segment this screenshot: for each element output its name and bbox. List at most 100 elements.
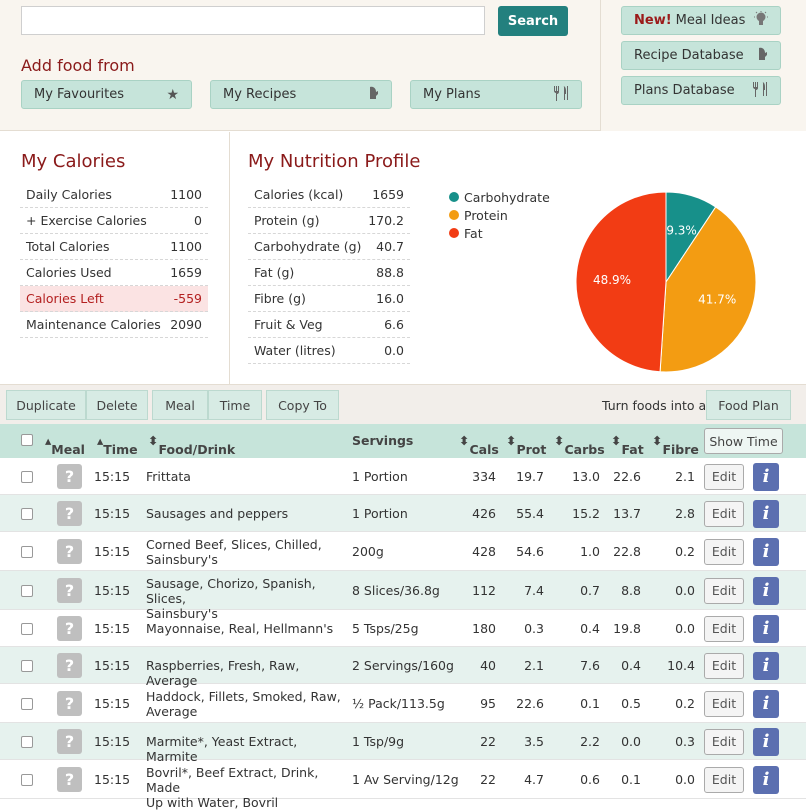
info-icon[interactable]: i (753, 651, 779, 680)
panel-divider (229, 132, 230, 384)
meal-unknown-icon[interactable]: ? (57, 539, 82, 564)
edit-button[interactable]: Edit (704, 463, 744, 490)
select-all-checkbox[interactable] (21, 434, 33, 446)
fibre-cell: 2.1 (675, 468, 695, 484)
fibre-cell: 0.0 (675, 771, 695, 787)
my-favourites-button[interactable]: My Favourites ★ (21, 80, 192, 109)
my-favourites-label: My Favourites (34, 87, 125, 102)
row-checkbox[interactable] (21, 697, 33, 710)
time-cell: 15:15 (94, 620, 131, 636)
show-time-button[interactable]: Show Time (704, 428, 783, 454)
edit-button[interactable]: Edit (704, 577, 744, 604)
time-cell: 15:15 (94, 543, 131, 559)
fibre-column-header[interactable]: ⬍ Fibre (652, 433, 699, 457)
meal-unknown-icon[interactable]: ? (57, 501, 82, 526)
star-icon: ★ (166, 86, 179, 103)
info-icon[interactable]: i (753, 576, 779, 605)
food-plan-button[interactable]: Food Plan (706, 390, 791, 420)
food-name-line: Sausage, Chorizo, Spanish, Slices, (146, 575, 316, 606)
fat-cell: 0.0 (621, 733, 641, 749)
fat-cell: 0.1 (621, 771, 641, 787)
legend-item: Carbohydrate (449, 188, 550, 206)
meal-unknown-icon[interactable]: ? (57, 578, 82, 603)
meal-unknown-icon[interactable]: ? (57, 464, 82, 489)
edit-button[interactable]: Edit (704, 690, 744, 717)
edit-button[interactable]: Edit (704, 652, 744, 679)
meal-ideas-button[interactable]: New! Meal Ideas (621, 6, 781, 35)
meal-unknown-icon[interactable]: ? (57, 729, 82, 754)
edit-button[interactable]: Edit (704, 615, 744, 642)
servings-cell: 1 Av Serving/12g (352, 771, 459, 787)
plans-database-button[interactable]: Plans Database (621, 76, 781, 105)
meal-button[interactable]: Meal (152, 390, 208, 420)
row-checkbox[interactable] (21, 584, 33, 597)
stat-value: 16.0 (376, 291, 404, 306)
meal-unknown-icon[interactable]: ? (57, 653, 82, 678)
row-checkbox[interactable] (21, 735, 33, 748)
delete-button[interactable]: Delete (86, 390, 148, 420)
legend-swatch (449, 210, 459, 220)
time-cell: 15:15 (94, 582, 131, 598)
edit-button[interactable]: Edit (704, 766, 744, 793)
cals-cell: 40 (480, 657, 496, 673)
edit-button[interactable]: Edit (704, 500, 744, 527)
chart-legend: Carbohydrate Protein Fat (449, 188, 550, 242)
oven-mitt-icon (756, 47, 768, 65)
info-icon[interactable]: i (753, 727, 779, 756)
recipe-database-button[interactable]: Recipe Database (621, 41, 781, 70)
prot-column-header[interactable]: ⬍ Prot (506, 433, 547, 457)
my-recipes-button[interactable]: My Recipes (210, 80, 392, 109)
prot-cell: 54.6 (516, 543, 544, 559)
duplicate-button[interactable]: Duplicate (6, 390, 86, 420)
stat-row: Calories (kcal) 1659 (248, 182, 410, 208)
info-icon[interactable]: i (753, 614, 779, 643)
stat-row: Calories Left -559 (20, 286, 208, 312)
row-checkbox[interactable] (21, 507, 33, 520)
time-column-header[interactable]: ▴ Time (97, 433, 138, 457)
my-plans-button[interactable]: My Plans (410, 80, 582, 109)
food-header-label: Food/Drink (158, 442, 236, 457)
meal-unknown-icon[interactable]: ? (57, 691, 82, 716)
info-icon[interactable]: i (753, 689, 779, 718)
search-input[interactable] (21, 6, 485, 35)
legend-swatch (449, 192, 459, 202)
cals-cell: 22 (480, 733, 496, 749)
cals-cell: 112 (472, 582, 496, 598)
row-checkbox[interactable] (21, 470, 33, 483)
info-icon[interactable]: i (753, 765, 779, 794)
info-icon[interactable]: i (753, 499, 779, 528)
info-icon[interactable]: i (753, 537, 779, 566)
fibre-cell: 0.3 (675, 733, 695, 749)
row-checkbox[interactable] (21, 773, 33, 786)
food-cell: Bovril*, Beef Extract, Drink, Made Up wit… (146, 765, 346, 810)
prot-cell: 4.7 (524, 771, 544, 787)
meal-header-label: Meal (51, 442, 85, 457)
search-button[interactable]: Search (498, 6, 568, 36)
meal-unknown-icon[interactable]: ? (57, 616, 82, 641)
table-row: ? 15:15 Marmite*, Yeast Extract, Marmite 1 … (0, 723, 806, 764)
stat-label: Calories Left (26, 291, 104, 306)
row-checkbox[interactable] (21, 545, 33, 558)
edit-button[interactable]: Edit (704, 728, 744, 755)
copy-to-button[interactable]: Copy To (266, 390, 339, 420)
info-icon[interactable]: i (753, 462, 779, 491)
table-row: ? 15:15 Corned Beef, Slices, Chilled, Sains… (0, 532, 806, 571)
stat-value: 170.2 (368, 213, 404, 228)
meal-column-header[interactable]: ▴ Meal (45, 433, 85, 457)
row-checkbox[interactable] (21, 659, 33, 672)
add-food-label: Add food from (21, 56, 135, 75)
cals-cell: 95 (480, 695, 496, 711)
fat-column-header[interactable]: ⬍ Fat (611, 433, 644, 457)
prot-cell: 22.6 (516, 695, 544, 711)
food-name-line: Haddock, Fillets, Smoked, Raw, (146, 688, 341, 704)
cals-column-header[interactable]: ⬍ Cals (459, 433, 499, 457)
edit-button[interactable]: Edit (704, 538, 744, 565)
meal-unknown-icon[interactable]: ? (57, 767, 82, 792)
row-checkbox[interactable] (21, 622, 33, 635)
carbs-column-header[interactable]: ⬍ Carbs (554, 433, 605, 457)
time-button[interactable]: Time (208, 390, 262, 420)
stat-value: -559 (173, 291, 202, 306)
food-column-header[interactable]: ⬍ Food/Drink (148, 433, 236, 457)
time-header-label: Time (103, 442, 138, 457)
stat-label: Fruit & Veg (254, 317, 323, 332)
